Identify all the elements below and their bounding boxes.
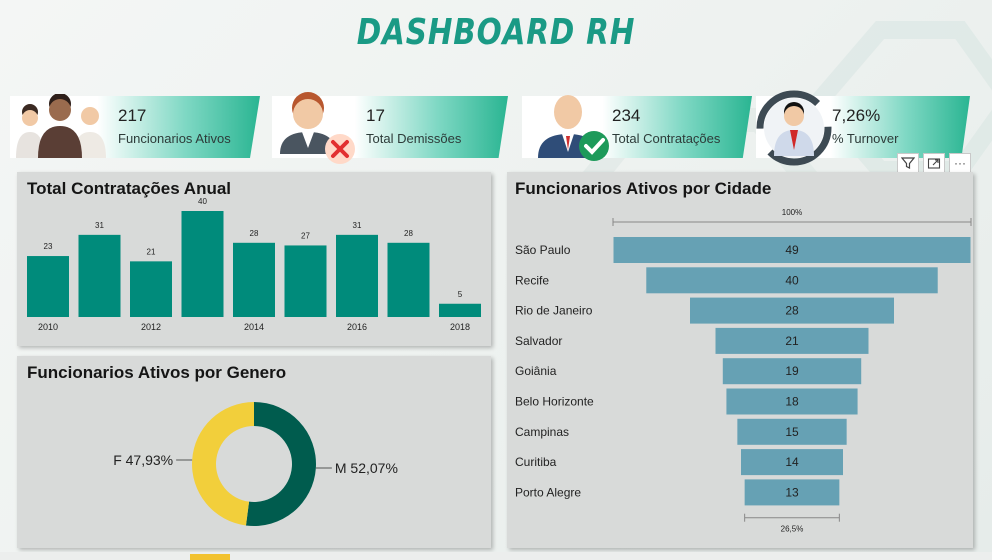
bar-data-label: 27: [301, 231, 310, 240]
funnel-bar: [690, 297, 894, 324]
bar-data-label: 23: [44, 242, 53, 251]
funnel-category-label: Goiânia: [515, 364, 557, 378]
panel-title: Total Contratações Anual: [27, 179, 232, 198]
person-check-icon: [538, 95, 609, 161]
kpi-hires[interactable]: 234 Total Contratações: [522, 95, 752, 161]
funnel-data-label: 19: [785, 364, 799, 378]
funnel-bar: [726, 388, 858, 415]
dashboard-title: DASHBOARD RH: [356, 12, 636, 53]
funnel-data-label: 21: [785, 334, 799, 348]
city-funnel-chart: 100% 49 São Paulo 40 Recife 28 Rio de Janeiro 2…: [515, 208, 972, 534]
funnel-data-label: 13: [785, 485, 799, 499]
visual-toolbar: ···: [897, 153, 971, 173]
kpi-turnover[interactable]: 7,26% % Turnover: [756, 90, 970, 166]
bar: [181, 211, 224, 317]
funnel-category-label: Rio de Janeiro: [515, 304, 593, 318]
funnel-bar: [613, 237, 971, 263]
funnel-top-label: 100%: [782, 208, 802, 217]
funnel-category-label: Salvador: [515, 334, 562, 348]
funnel-bar: [715, 327, 869, 354]
bar-data-label: 5: [458, 290, 463, 299]
x-tick-label: 2010: [38, 322, 58, 332]
x-tick-label: 2016: [347, 322, 367, 332]
funnel-data-label: 49: [785, 243, 799, 257]
funnel-bar: [722, 358, 862, 385]
bar-data-label: 40: [198, 197, 207, 206]
gender-donut-chart: M 52,07% F 47,93%: [113, 402, 398, 526]
panel-title: Funcionarios Ativos por Cidade: [515, 179, 772, 198]
person-cycle-icon: [756, 90, 832, 166]
funnel-data-label: 28: [785, 304, 799, 318]
bar-data-label: 28: [250, 229, 259, 238]
people-group-icon: [16, 94, 106, 158]
person-remove-icon: [280, 92, 355, 164]
funnel-category-label: Recife: [515, 273, 549, 287]
donut-data-label: F 47,93%: [113, 452, 173, 468]
donut-slice: [192, 402, 254, 526]
page-tabs-strip: [0, 552, 992, 560]
funnel-bar: [744, 479, 840, 506]
bar-data-label: 31: [95, 221, 104, 230]
kpi-dismissals[interactable]: 17 Total Demissões: [272, 92, 508, 164]
panel-title: Funcionarios Ativos por Genero: [27, 363, 287, 382]
funnel-bar: [737, 418, 847, 445]
funnel-category-label: Curitiba: [515, 455, 557, 469]
bar-data-label: 21: [147, 247, 156, 256]
funnel-bar: [741, 449, 843, 476]
bar: [233, 242, 275, 317]
panel-gender: Funcionarios Ativos por Genero M 52,07% F…: [17, 356, 491, 548]
focus-mode-icon[interactable]: [923, 153, 945, 173]
donut-slice: [245, 402, 317, 526]
kpi-value: 7,26%: [832, 106, 881, 125]
kpi-value: 234: [612, 106, 641, 125]
x-tick-label: 2018: [450, 322, 470, 332]
bar: [78, 234, 121, 317]
bar: [130, 261, 172, 317]
funnel-bottom-label: 26,5%: [781, 525, 804, 534]
bar: [336, 234, 378, 317]
kpi-active-employees[interactable]: 217 Funcionarios Ativos: [10, 94, 260, 158]
bar: [284, 245, 327, 317]
funnel-category-label: São Paulo: [515, 243, 571, 257]
kpi-label: Total Demissões: [366, 131, 462, 146]
funnel-category-label: Porto Alegre: [515, 485, 581, 499]
kpi-value: 17: [366, 106, 385, 125]
funnel-data-label: 14: [785, 455, 799, 469]
bar: [387, 242, 430, 317]
x-tick-label: 2014: [244, 322, 264, 332]
bar-data-label: 28: [404, 229, 413, 238]
funnel-category-label: Campinas: [515, 425, 569, 439]
funnel-data-label: 40: [785, 273, 799, 287]
kpi-value: 217: [118, 106, 147, 125]
x-tick-label: 2012: [141, 322, 161, 332]
kpi-label: Funcionarios Ativos: [118, 131, 231, 146]
bar: [439, 303, 481, 317]
kpi-label: Total Contratações: [612, 131, 721, 146]
filter-icon[interactable]: [897, 153, 919, 173]
panel-city: Funcionarios Ativos por Cidade 100% 49 São…: [507, 172, 973, 548]
annual-hires-chart: 23 2010 31 21 2012 40 28 2014 27 31 2016 28 5 2018: [27, 197, 481, 332]
funnel-data-label: 18: [785, 395, 799, 409]
donut-data-label: M 52,07%: [335, 460, 398, 476]
bar: [27, 256, 69, 317]
page-tab[interactable]: [190, 554, 230, 560]
funnel-bar: [646, 267, 938, 294]
more-options-button[interactable]: ···: [949, 153, 971, 173]
kpi-label: % Turnover: [832, 131, 899, 146]
funnel-data-label: 15: [785, 425, 799, 439]
funnel-category-label: Belo Horizonte: [515, 395, 594, 409]
bar-data-label: 31: [353, 221, 362, 230]
panel-annual-hires: Total Contratações Anual 23 2010 31 21 2012 4…: [17, 172, 491, 346]
